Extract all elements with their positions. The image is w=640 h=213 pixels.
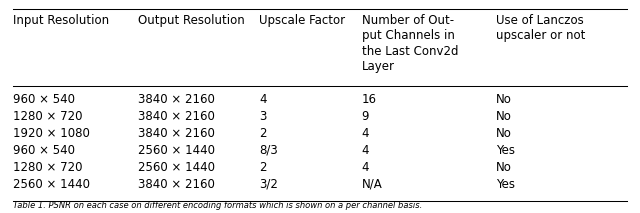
Text: 3840 × 2160: 3840 × 2160 — [138, 92, 214, 106]
Text: No: No — [496, 92, 512, 106]
Text: Input Resolution: Input Resolution — [13, 14, 109, 27]
Text: 16: 16 — [362, 92, 376, 106]
Text: Number of Out-
put Channels in
the Last Conv2d
Layer: Number of Out- put Channels in the Last … — [362, 14, 458, 73]
Text: 2560 × 1440: 2560 × 1440 — [13, 178, 90, 191]
Text: Upscale Factor: Upscale Factor — [259, 14, 346, 27]
Text: 2560 × 1440: 2560 × 1440 — [138, 161, 214, 174]
Text: 1920 × 1080: 1920 × 1080 — [13, 127, 90, 140]
Text: No: No — [496, 161, 512, 174]
Text: 1280 × 720: 1280 × 720 — [13, 109, 83, 123]
Text: 8/3: 8/3 — [259, 144, 278, 157]
Text: 9: 9 — [362, 109, 369, 123]
Text: N/A: N/A — [362, 178, 382, 191]
Text: Use of Lanczos
upscaler or not: Use of Lanczos upscaler or not — [496, 14, 586, 42]
Text: 960 × 540: 960 × 540 — [13, 92, 75, 106]
Text: 4: 4 — [362, 144, 369, 157]
Text: 3: 3 — [259, 109, 267, 123]
Text: 4: 4 — [362, 161, 369, 174]
Text: Table 1. PSNR on each case on different encoding formats which is shown on a per: Table 1. PSNR on each case on different … — [13, 201, 422, 210]
Text: 960 × 540: 960 × 540 — [13, 144, 75, 157]
Text: 3840 × 2160: 3840 × 2160 — [138, 109, 214, 123]
Text: 4: 4 — [362, 127, 369, 140]
Text: 3840 × 2160: 3840 × 2160 — [138, 127, 214, 140]
Text: 3/2: 3/2 — [259, 178, 278, 191]
Text: 1280 × 720: 1280 × 720 — [13, 161, 83, 174]
Text: 2: 2 — [259, 127, 267, 140]
Text: 3840 × 2160: 3840 × 2160 — [138, 178, 214, 191]
Text: No: No — [496, 109, 512, 123]
Text: Yes: Yes — [496, 144, 515, 157]
Text: 2560 × 1440: 2560 × 1440 — [138, 144, 214, 157]
Text: 2: 2 — [259, 161, 267, 174]
Text: No: No — [496, 127, 512, 140]
Text: Yes: Yes — [496, 178, 515, 191]
Text: Output Resolution: Output Resolution — [138, 14, 244, 27]
Text: 4: 4 — [259, 92, 267, 106]
